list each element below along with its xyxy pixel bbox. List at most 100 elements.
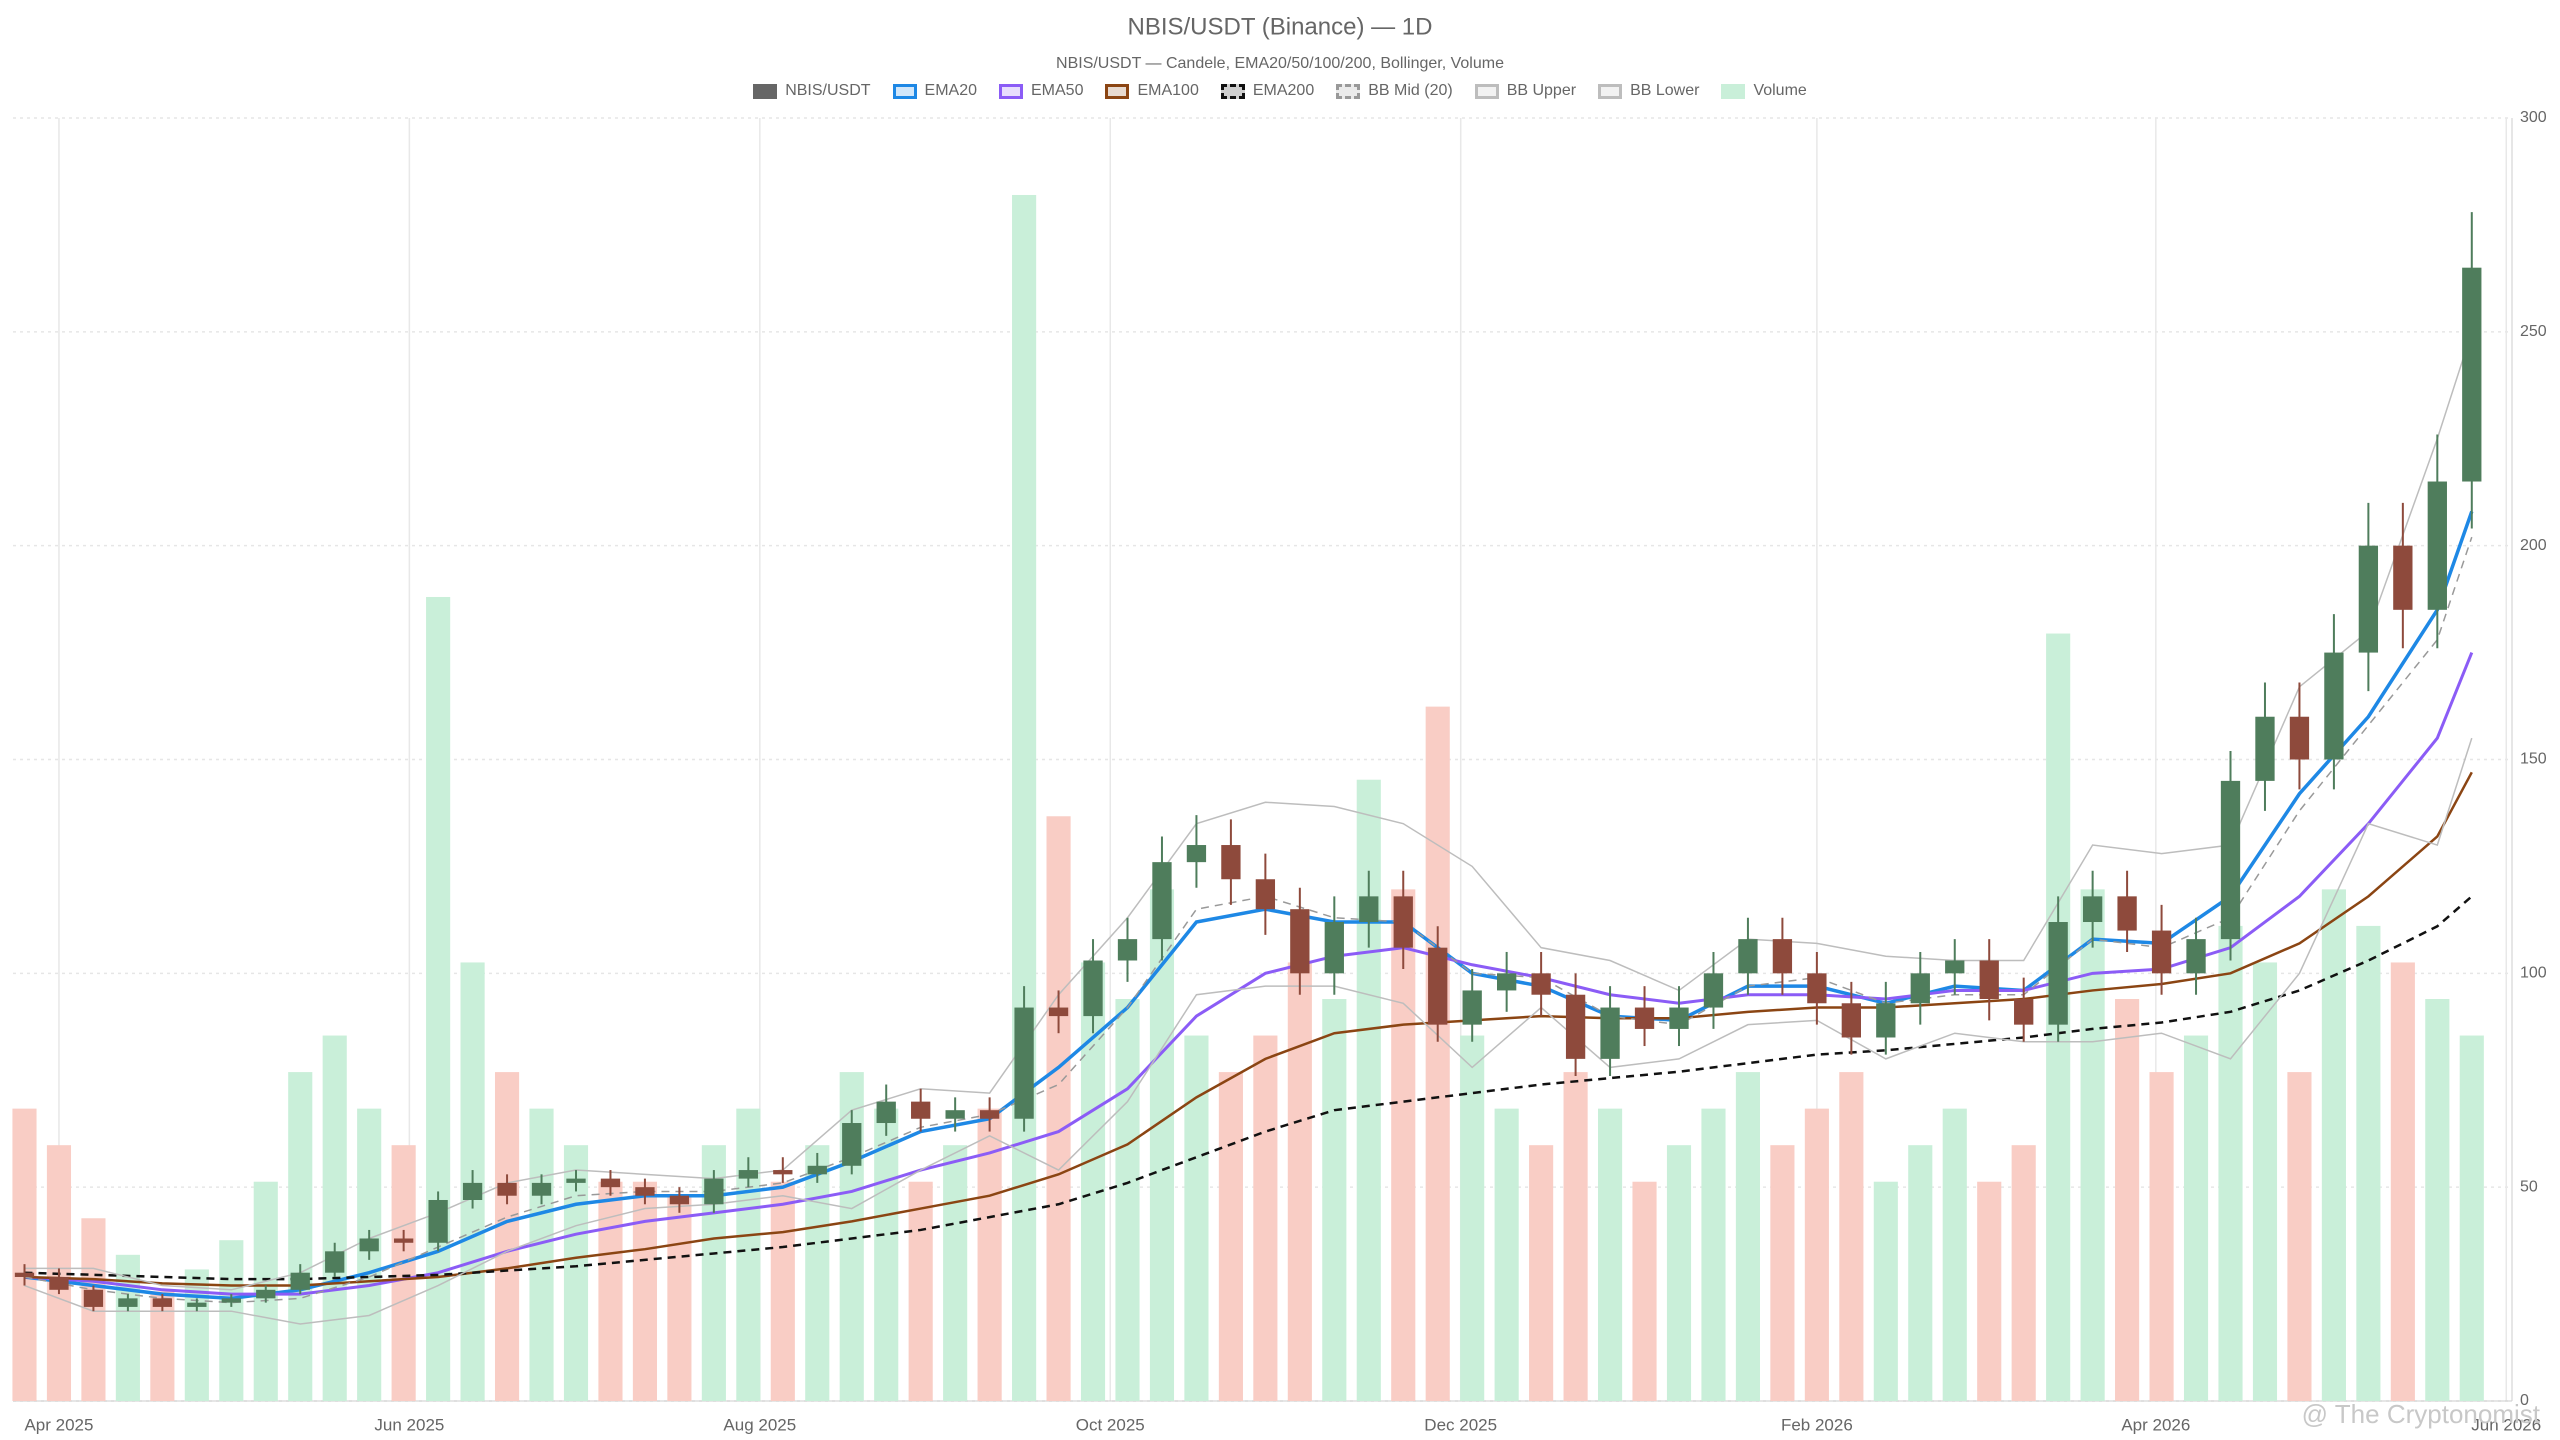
candle-body: [1600, 1007, 1620, 1059]
y-tick-label: 100: [2520, 965, 2547, 982]
candle-body: [704, 1178, 724, 1205]
candle-body: [842, 1123, 862, 1166]
x-tick-label: Dec 2025: [1424, 1415, 1497, 1434]
legend-label: BB Lower: [1630, 82, 1700, 99]
indicator-line: [24, 737, 2473, 1325]
volume-bar: [2287, 1072, 2312, 1401]
candle-body: [945, 1110, 965, 1119]
y-tick-label: 150: [2520, 751, 2547, 768]
legend-swatch: [1598, 83, 1623, 99]
x-tick-label: Feb 2026: [1781, 1415, 1853, 1434]
legend-label: EMA100: [1137, 82, 1199, 99]
candle-body: [256, 1289, 276, 1299]
candle-body: [462, 1182, 483, 1200]
candle-body: [2014, 998, 2034, 1025]
legend-item[interactable]: BB Lower: [1598, 82, 1699, 100]
volume-bar: [1115, 998, 1140, 1401]
candle-body: [1048, 1007, 1069, 1017]
candle-body: [1738, 939, 1758, 974]
candle-body: [2151, 930, 2172, 974]
volume-bar: [2425, 998, 2450, 1401]
legend-item[interactable]: EMA20: [892, 82, 977, 100]
candle-body: [428, 1199, 448, 1243]
candle-body: [773, 1170, 793, 1175]
legend-label: NBIS/USDT: [785, 82, 871, 99]
candle-body: [1083, 960, 1103, 1017]
candle-body: [2393, 545, 2413, 610]
legend-item[interactable]: EMA100: [1105, 82, 1199, 100]
volume-bar: [1770, 1145, 1795, 1401]
candle-body: [497, 1182, 517, 1196]
volume-bar: [1012, 194, 1037, 1402]
candle-body: [1669, 1007, 1689, 1029]
watermark: @ The Cryptonomist: [2302, 1399, 2541, 1429]
legend-item[interactable]: BB Upper: [1474, 82, 1577, 100]
legend-item[interactable]: NBIS/USDT: [753, 82, 871, 100]
legend-swatch: [1721, 83, 1746, 99]
candle-body: [600, 1178, 621, 1188]
volume-bar: [1873, 1181, 1898, 1401]
volume-bar: [1701, 1108, 1726, 1401]
chart-subtitle: NBIS/USDT — Candele, EMA20/50/100/200, B…: [1056, 55, 1504, 72]
candle-body: [1393, 896, 1413, 948]
volume-bar: [1942, 1108, 1967, 1401]
legend-item[interactable]: Volume: [1721, 82, 1807, 100]
volume-bar: [805, 1145, 830, 1401]
candle-body: [14, 1272, 35, 1277]
candle-body: [393, 1238, 414, 1243]
candle-body: [876, 1101, 896, 1124]
candle-body: [2427, 481, 2447, 610]
candle-body: [1772, 939, 1793, 974]
candle-body: [566, 1178, 586, 1183]
candle-body: [1876, 1003, 1896, 1038]
legend-label: BB Mid (20): [1368, 82, 1453, 99]
legend-swatch: [1474, 83, 1499, 99]
candle-body: [2358, 545, 2379, 653]
candle-body: [1531, 973, 1551, 995]
legend-swatch: [753, 83, 778, 99]
volume-bar: [2183, 1035, 2209, 1401]
legend-label: BB Upper: [1506, 82, 1577, 99]
legend-swatch: [1336, 83, 1361, 99]
volume-bar: [977, 1108, 1002, 1401]
candle-body: [531, 1182, 552, 1196]
volume-bar: [2011, 1145, 2036, 1401]
chart-title: NBIS/USDT (Binance) — 1D: [1128, 13, 1433, 40]
candle-body: [1428, 947, 1448, 1025]
candle-body: [1807, 973, 1827, 1004]
x-tick-label: Oct 2025: [1076, 1415, 1145, 1434]
x-tick-label: Apr 2026: [2121, 1415, 2190, 1434]
legend-item[interactable]: EMA200: [1220, 82, 1314, 100]
legend-label: EMA20: [924, 82, 977, 99]
volume-bar: [1666, 1145, 1692, 1401]
y-tick-label: 250: [2520, 323, 2547, 340]
x-tick-label: Jun 2026: [2471, 1415, 2541, 1434]
volume-bar: [2218, 925, 2243, 1401]
volume-bar: [1391, 889, 1416, 1401]
y-tick-label: 200: [2520, 537, 2547, 554]
volume-bar: [1287, 962, 1312, 1401]
volume-bar: [391, 1145, 416, 1401]
volume-bar: [2149, 1072, 2174, 1401]
volume-bar: [1529, 1145, 1554, 1401]
volume-bar: [494, 1072, 520, 1401]
volume-bar: [874, 1108, 899, 1401]
legend-item[interactable]: EMA50: [999, 82, 1083, 100]
volume-bar: [322, 1035, 347, 1401]
legend-item[interactable]: BB Mid (20): [1336, 82, 1453, 100]
candle-body: [187, 1302, 207, 1307]
volume-bar: [1735, 1072, 1761, 1401]
candle-body: [1359, 896, 1379, 923]
x-tick-label: Aug 2025: [723, 1415, 796, 1434]
candle-body: [1221, 845, 1241, 880]
candle-body: [1462, 990, 1482, 1025]
volume-bar: [288, 1072, 313, 1401]
volume-bar: [943, 1145, 968, 1401]
candle-body: [221, 1298, 241, 1303]
candle-body: [2048, 922, 2068, 1025]
candle-body: [2462, 267, 2482, 482]
candle-body: [635, 1187, 655, 1196]
volume-bar: [2459, 1035, 2484, 1401]
